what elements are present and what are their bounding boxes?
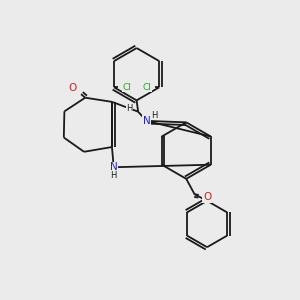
- Text: H: H: [152, 111, 158, 120]
- Text: Cl: Cl: [142, 83, 151, 92]
- Text: H: H: [127, 104, 133, 113]
- Text: O: O: [69, 83, 77, 93]
- Text: N: N: [110, 162, 118, 172]
- Text: N: N: [142, 116, 150, 126]
- Text: O: O: [203, 192, 211, 202]
- Text: H: H: [111, 171, 117, 180]
- Text: Cl: Cl: [122, 83, 131, 92]
